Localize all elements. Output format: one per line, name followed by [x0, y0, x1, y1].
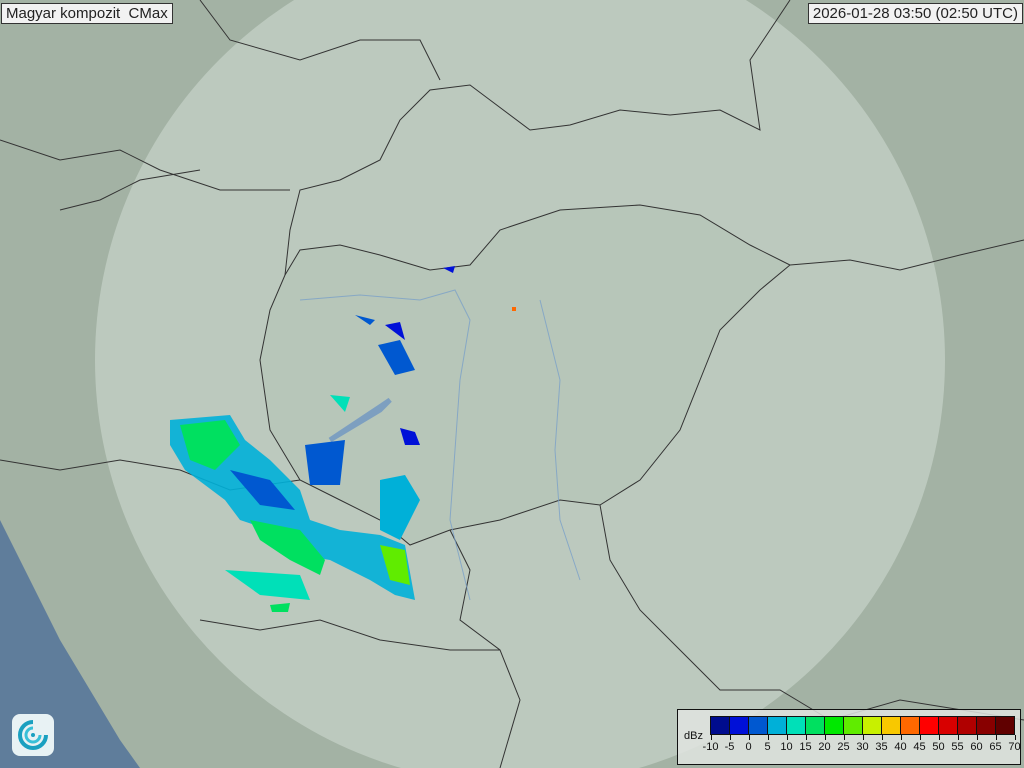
legend-swatch	[768, 717, 787, 734]
met-service-logo	[12, 714, 54, 756]
legend-tick-label: 60	[967, 735, 987, 753]
legend-swatch	[825, 717, 844, 734]
legend-tick-label: -5	[720, 735, 740, 753]
legend-tick-label: 25	[834, 735, 854, 753]
adriatic-sea	[0, 520, 140, 768]
legend-tick-label: 70	[1005, 735, 1024, 753]
hungary-region	[260, 205, 790, 545]
legend-swatch	[901, 717, 920, 734]
legend-unit: dBz	[684, 730, 703, 742]
precipitation-echoes	[170, 266, 516, 612]
legend-tick-label: 35	[872, 735, 892, 753]
legend-tick-label: 10	[777, 735, 797, 753]
product-title: Magyar kompozit CMax	[1, 3, 173, 24]
legend-tick-label: 45	[910, 735, 930, 753]
legend-tick-label: 50	[929, 735, 949, 753]
legend-ticks: -10 -5 0 5 10 15 20 25 30 35 40 45 50 55 60 65 70	[703, 735, 1021, 755]
legend-swatch	[882, 717, 901, 734]
legend-tick-label: 15	[796, 735, 816, 753]
legend-tick-label: 65	[986, 735, 1006, 753]
legend-tick-label: 40	[891, 735, 911, 753]
legend-color-bar	[710, 716, 1015, 735]
legend-swatch	[958, 717, 977, 734]
dbz-color-legend: dBz -10 -5 0 5 10 15 20 25 30 35 40 45 50 55 60 65 70	[677, 709, 1021, 765]
legend-swatch	[711, 717, 730, 734]
legend-swatch	[787, 717, 806, 734]
timestamp-label: 2026-01-28 03:50 (02:50 UTC)	[807, 3, 1023, 24]
legend-tick-label: 5	[758, 735, 778, 753]
legend-swatch	[844, 717, 863, 734]
rivers	[299, 289, 581, 601]
swirl-logo-icon	[18, 720, 48, 750]
legend-tick-label: 0	[739, 735, 759, 753]
legend-tick-label: 20	[815, 735, 835, 753]
legend-tick-label: 55	[948, 735, 968, 753]
legend-swatch	[920, 717, 939, 734]
legend-swatch	[863, 717, 882, 734]
legend-swatch	[996, 717, 1014, 734]
legend-swatch	[749, 717, 768, 734]
legend-swatch	[977, 717, 996, 734]
legend-tick-label: 30	[853, 735, 873, 753]
legend-swatch	[939, 717, 958, 734]
legend-tick-label: -10	[701, 735, 721, 753]
legend-swatch	[806, 717, 825, 734]
legend-swatch	[730, 717, 749, 734]
